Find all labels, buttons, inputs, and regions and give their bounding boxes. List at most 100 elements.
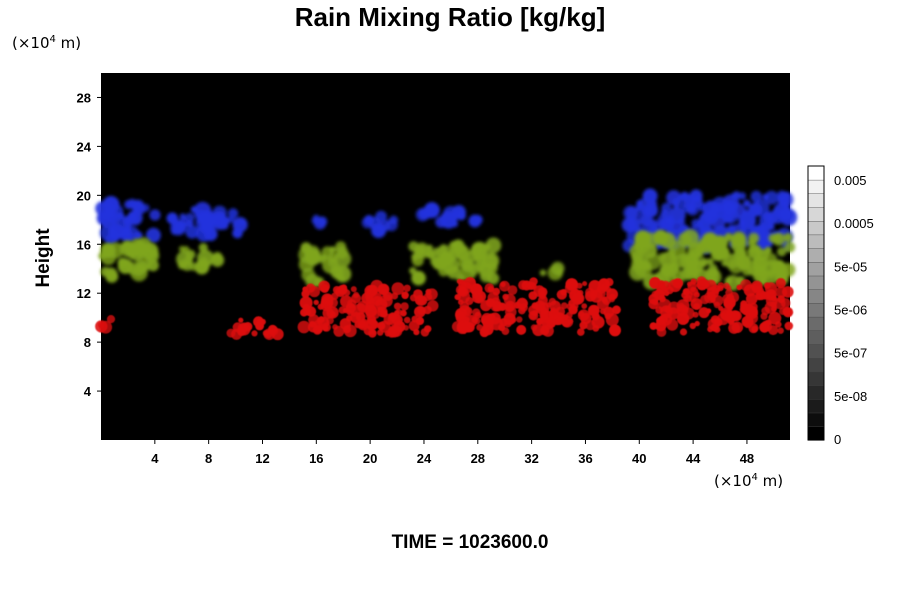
field-cell [135, 254, 153, 272]
field-cell [636, 202, 644, 211]
field-cell [751, 325, 758, 333]
field-cell [784, 241, 796, 253]
field-cell [335, 241, 347, 253]
field-region [648, 276, 794, 337]
field-cell [133, 242, 149, 258]
x-tick-label: 16 [309, 451, 323, 466]
x-axis-ticks: 4 8 12 16 20 24 28 32 36 40 44 48 [151, 440, 754, 466]
field-cell [528, 305, 539, 316]
field-cell [409, 294, 417, 302]
field-cell [454, 245, 470, 261]
field-cell [318, 280, 331, 293]
field-cell [521, 280, 532, 291]
colorbar-swatch [807, 234, 825, 249]
field-cell [740, 279, 752, 291]
field-cell [723, 282, 730, 289]
field-cell [783, 216, 791, 223]
field-cell [263, 328, 276, 341]
field-cell [750, 247, 757, 254]
y-tick-label: 12 [77, 286, 91, 301]
field-cell [401, 291, 409, 300]
field-cell [673, 202, 680, 209]
field-cell [751, 256, 768, 273]
field-cell [550, 261, 565, 276]
field-cell [600, 308, 606, 315]
field-cell [706, 258, 714, 266]
field-cell [528, 291, 538, 300]
colorbar-label: 0 [834, 432, 841, 447]
field-cell [415, 294, 427, 306]
field-cell [519, 303, 528, 312]
field-cell [456, 320, 470, 334]
field-cell [653, 229, 669, 246]
field-cell [471, 292, 479, 299]
field-cell [145, 227, 161, 243]
field-cell [117, 258, 134, 274]
x-tick-label: 8 [205, 451, 212, 466]
field-cell [367, 284, 379, 296]
colorbar-swatch [807, 371, 825, 386]
field-cell [642, 261, 652, 271]
field-region [408, 237, 502, 286]
field-cell [194, 209, 206, 220]
field-cell [738, 211, 757, 230]
field-cell [577, 328, 585, 336]
x-tick-label: 24 [417, 451, 432, 466]
field-cell [601, 296, 608, 303]
field-cell [97, 321, 105, 329]
x-tick-label: 36 [578, 451, 592, 466]
field-cell [704, 282, 710, 288]
x-tick-label: 40 [632, 451, 646, 466]
field-cell [571, 292, 585, 305]
field-cell [764, 301, 777, 314]
field-region [176, 243, 225, 275]
colorbar-swatch [807, 302, 825, 318]
field-cell [378, 320, 391, 333]
y-tick-label: 16 [77, 237, 91, 252]
field-cell [321, 322, 331, 332]
y-tick-label: 28 [77, 90, 91, 105]
field-cell [480, 300, 492, 312]
field-layer-2 [95, 276, 794, 341]
field-cell [490, 300, 502, 312]
field-cell [648, 293, 659, 305]
colorbar-label: 5e-05 [834, 259, 867, 274]
field-cell [762, 193, 769, 201]
y-tick-label: 8 [84, 335, 91, 350]
field-cell [408, 320, 420, 332]
field-cell [539, 310, 549, 320]
field-cell [567, 318, 574, 324]
field-cell [596, 284, 607, 294]
field-region [298, 241, 352, 289]
field-cell [529, 277, 538, 286]
field-cell [372, 295, 383, 307]
colorbar-label: 5e-08 [834, 389, 867, 404]
field-cell [343, 324, 357, 338]
field-cell [546, 318, 556, 328]
field-cell [529, 312, 537, 320]
field-cell [767, 214, 778, 225]
field-cell [212, 251, 223, 263]
field-cell [516, 316, 523, 323]
field-cell [387, 313, 401, 326]
field-cell [505, 303, 515, 313]
field-region [297, 279, 439, 338]
field-cell [200, 256, 208, 265]
field-cell [658, 295, 666, 303]
field-cell [567, 278, 578, 290]
field-cell [350, 286, 357, 293]
field-cell [417, 306, 426, 315]
field-cell [566, 311, 573, 319]
field-region [311, 214, 328, 230]
field-region [95, 196, 161, 246]
field-cell [732, 312, 740, 320]
field-cell [100, 266, 111, 277]
field-cell [204, 227, 218, 241]
colorbar-swatch [807, 343, 825, 359]
field-cell [472, 308, 481, 317]
field-cell [500, 281, 506, 288]
field-cell [346, 315, 353, 322]
field-cell [301, 289, 310, 298]
field-cell [752, 199, 770, 217]
field-cell [106, 315, 116, 324]
